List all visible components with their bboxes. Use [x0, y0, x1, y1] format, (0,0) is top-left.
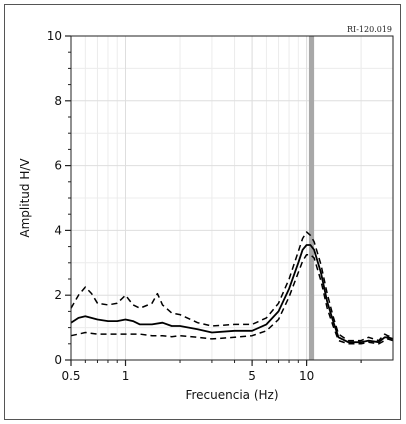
series-lines [70, 231, 394, 345]
y-tick-label: 0 [54, 353, 62, 367]
minor-gridlines [71, 36, 393, 360]
x-axis-title: Frecuencia (Hz) [185, 388, 278, 402]
x-tick-labels: 0.5 1 5 10 [61, 369, 314, 383]
y-tick-label: 8 [54, 94, 62, 108]
std-bound-curve-2 [70, 253, 394, 345]
hv-chart: 0.5 1 5 10 0 2 4 6 8 10 RI-120.019 Frecuencia (H… [18, 25, 394, 402]
std-bound-curve-1 [70, 231, 394, 342]
y-tick-label: 6 [54, 159, 62, 173]
mean-hv-curve [70, 244, 394, 344]
y-axis-title: Amplitud H/V [18, 158, 32, 238]
y-tick-labels: 0 2 4 6 8 10 [47, 29, 62, 367]
axis-ticks [65, 35, 362, 366]
y-tick-label: 2 [54, 288, 62, 302]
peak-frequency-band [308, 36, 315, 360]
chart-code-label: RI-120.019 [347, 25, 392, 34]
x-tick-label: 5 [248, 369, 256, 383]
y-tick-label: 4 [54, 223, 62, 237]
x-tick-label: 0.5 [61, 369, 80, 383]
x-tick-label: 1 [122, 369, 130, 383]
peak-band-rect [308, 36, 315, 360]
chart-frame: 0.5 1 5 10 0 2 4 6 8 10 RI-120.019 Frecuencia (H… [4, 4, 401, 420]
x-tick-label: 10 [299, 369, 314, 383]
y-tick-label: 10 [47, 29, 62, 43]
